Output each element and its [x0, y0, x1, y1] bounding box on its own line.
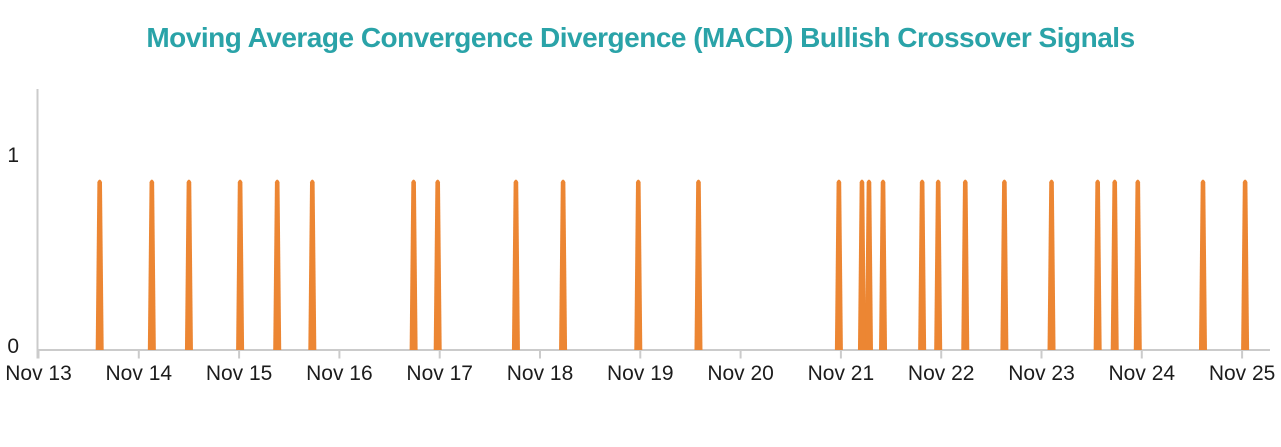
x-tick-label: Nov 15: [206, 362, 273, 385]
signal-spike[interactable]: [559, 179, 568, 350]
signal-spike[interactable]: [1093, 179, 1102, 350]
x-tick-label: Nov 22: [908, 362, 975, 385]
signal-spike[interactable]: [1000, 179, 1009, 350]
y-tick-label: 1: [7, 144, 19, 167]
x-tick-label: Nov 25: [1209, 362, 1276, 385]
x-tick-label: Nov 24: [1109, 362, 1176, 385]
signal-spike[interactable]: [934, 179, 943, 350]
x-tick-label: Nov 21: [808, 362, 875, 385]
signal-spike[interactable]: [1241, 179, 1250, 350]
x-tick-label: Nov 16: [306, 362, 373, 385]
x-tick-label: Nov 18: [507, 362, 574, 385]
signal-spike[interactable]: [864, 179, 873, 350]
signal-spike[interactable]: [236, 179, 245, 350]
signal-spike[interactable]: [694, 179, 703, 350]
signal-spike[interactable]: [95, 179, 104, 350]
signal-spike[interactable]: [1198, 179, 1207, 350]
signal-spike[interactable]: [273, 179, 282, 350]
signal-spike[interactable]: [1047, 179, 1056, 350]
x-tick-label: Nov 13: [5, 362, 72, 385]
signal-spike[interactable]: [834, 179, 843, 350]
x-tick-label: Nov 23: [1008, 362, 1075, 385]
signal-spike[interactable]: [147, 179, 156, 350]
signal-spike[interactable]: [634, 179, 643, 350]
x-tick-label: Nov 17: [406, 362, 473, 385]
signal-spike[interactable]: [879, 179, 888, 350]
signal-spike[interactable]: [433, 179, 442, 350]
signal-spike[interactable]: [511, 179, 520, 350]
signal-spike[interactable]: [409, 179, 418, 350]
signal-spike[interactable]: [1133, 179, 1142, 350]
signal-spike[interactable]: [308, 179, 317, 350]
x-tick-label: Nov 19: [607, 362, 674, 385]
signal-spike[interactable]: [918, 179, 927, 350]
chart-title: Moving Average Convergence Divergence (M…: [146, 22, 1135, 53]
signal-spike[interactable]: [857, 179, 866, 350]
signal-spike[interactable]: [184, 179, 193, 350]
x-tick-label: Nov 14: [106, 362, 173, 385]
x-tick-label: Nov 20: [707, 362, 774, 385]
signal-spike[interactable]: [961, 179, 970, 350]
signal-spike[interactable]: [1110, 179, 1119, 350]
y-tick-label: 0: [7, 335, 19, 358]
